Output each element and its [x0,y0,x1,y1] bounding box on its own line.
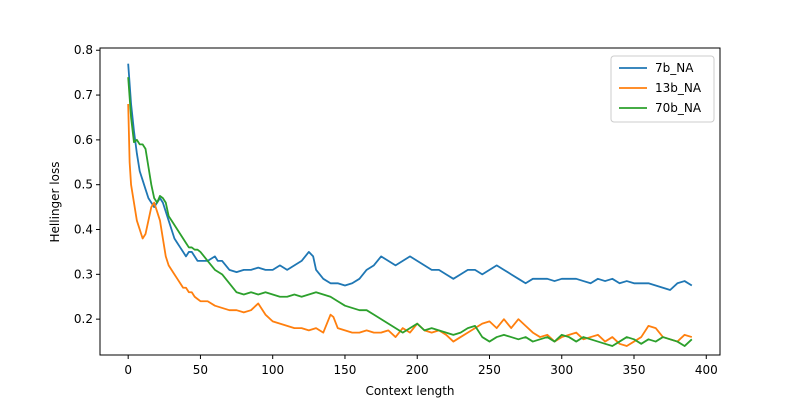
x-axis-label: Context length [365,384,454,398]
x-tick-label: 150 [334,363,357,377]
y-tick-label: 0.6 [74,133,93,147]
y-tick-label: 0.5 [74,178,93,192]
x-tick-label: 250 [478,363,501,377]
y-tick-label: 0.7 [74,88,93,102]
x-tick-label: 0 [124,363,132,377]
legend-label-13b_NA: 13b_NA [655,81,702,95]
x-tick-label: 400 [695,363,718,377]
series-line-70b_NA [127,77,693,347]
y-tick-label: 0.2 [74,312,93,326]
axes: 0 50 100 150 200 250 300 350 400 0.2 0.3 0.4 0.5 0.6 0… [74,43,721,377]
y-axis-label: Hellinger loss [48,162,62,243]
legend-label-7b_NA: 7b_NA [655,61,694,75]
series-line-7b_NA [127,63,693,291]
x-tick-label: 50 [193,363,208,377]
x-tick-label: 350 [623,363,646,377]
x-tick-label: 100 [261,363,284,377]
legend-label-70b_NA: 70b_NA [655,101,702,115]
x-tick-label: 200 [406,363,429,377]
legend: 7b_NA 13b_NA 70b_NA [610,55,715,123]
y-tick-label: 0.4 [74,223,93,237]
legend-box [610,55,715,123]
y-tick-label: 0.8 [74,43,93,57]
x-tick-label: 300 [550,363,573,377]
plot-frame [99,47,721,356]
series-lines [127,63,693,347]
y-tick-label: 0.3 [74,267,93,281]
series-line-13b_NA [127,103,693,347]
